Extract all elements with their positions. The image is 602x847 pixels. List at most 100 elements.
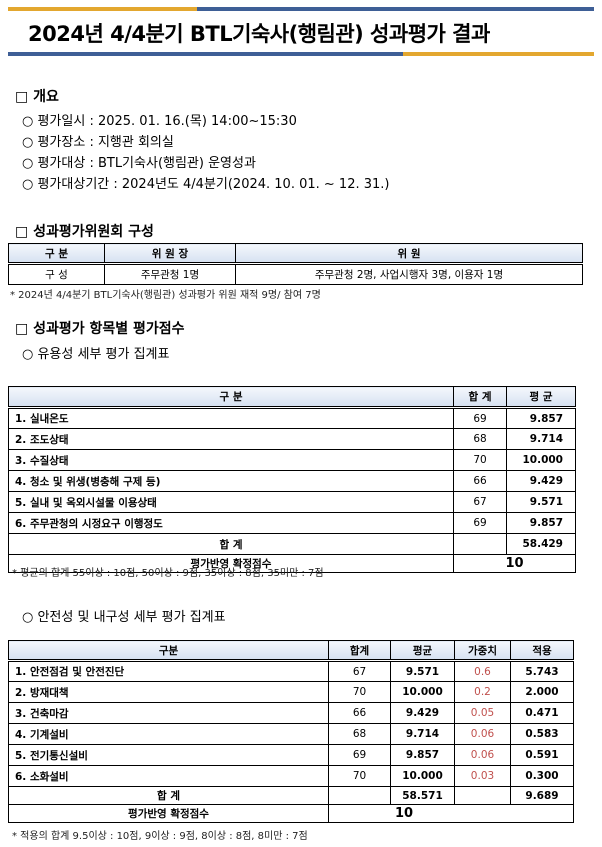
cell: 3. 수질상태 xyxy=(8,449,454,471)
col-header: 평균 xyxy=(390,640,455,662)
table-row: 1. 실내온도 69 9.857 xyxy=(8,407,576,429)
cell: 68 xyxy=(453,428,507,450)
page-title: 2024년 4/4분기 BTL기숙사(행림관) 성과평가 결과 xyxy=(28,22,490,46)
committee-note: * 2024년 4/4분기 BTL기숙사(행림관) 성과평가 위원 재적 9명/… xyxy=(10,290,321,301)
cell: 9.857 xyxy=(506,407,576,429)
cell: 2. 조도상태 xyxy=(8,428,454,450)
cell: 9.857 xyxy=(390,744,455,766)
col-header: 합계 xyxy=(328,640,391,662)
table-row: 5. 실내 및 옥외시설물 이용상태 67 9.571 xyxy=(8,491,576,513)
cell: 0.06 xyxy=(454,723,511,745)
final-score: 10 xyxy=(453,554,576,573)
cell: 0.06 xyxy=(454,744,511,766)
cell: 구 성 xyxy=(8,263,105,285)
col-header: 합 계 xyxy=(453,386,507,409)
col-header: 위 원 xyxy=(235,243,583,265)
overview-item: ○ 평가장소 : 지행관 회의실 xyxy=(22,135,174,150)
cell: 9.429 xyxy=(506,470,576,492)
top-bar-gold xyxy=(8,7,197,11)
col-header: 평 균 xyxy=(506,386,576,409)
table-row: 4. 기계설비 68 9.714 0.06 0.583 xyxy=(8,723,574,745)
col-header: 구 분 xyxy=(8,386,454,409)
cell: 1. 실내온도 xyxy=(8,407,454,429)
cell: 6. 주무관청의 시정요구 이행정도 xyxy=(8,512,454,534)
cell: 67 xyxy=(328,660,391,682)
cell: 10.000 xyxy=(390,765,455,787)
bottom-bar-gold xyxy=(403,52,594,56)
col-header: 구 분 xyxy=(8,243,105,265)
total-avg: 58.571 xyxy=(390,786,455,805)
cell: 3. 건축마감 xyxy=(8,702,329,724)
cell: 9.857 xyxy=(506,512,576,534)
scores-heading: □ 성과평가 항목별 평가점수 xyxy=(15,321,185,337)
table-row: 3. 건축마감 66 9.429 0.05 0.471 xyxy=(8,702,574,724)
final-score: 10 xyxy=(328,804,574,823)
bottom-bar-blue xyxy=(8,52,403,56)
total-avg: 58.429 xyxy=(506,533,576,555)
cell: 67 xyxy=(453,491,507,513)
cell: 66 xyxy=(328,702,391,724)
table-row: 6. 소화설비 70 10.000 0.03 0.300 xyxy=(8,765,574,787)
cell: 69 xyxy=(453,407,507,429)
cell: 69 xyxy=(328,744,391,766)
cell: 66 xyxy=(453,470,507,492)
cell: 2. 방재대책 xyxy=(8,681,329,703)
cell: 0.6 xyxy=(454,660,511,682)
cell: 0.300 xyxy=(510,765,574,787)
cell: 9.571 xyxy=(390,660,455,682)
total-label: 합 계 xyxy=(8,533,454,555)
usability-note: * 평균의 합계 55이상 : 10점, 50이상 : 9점, 35이상 : 8… xyxy=(12,568,324,579)
col-header: 가중치 xyxy=(454,640,511,662)
usability-subheading: ○ 유용성 세부 평가 집계표 xyxy=(22,347,170,362)
cell: 0.2 xyxy=(454,681,511,703)
overview-heading: □ 개요 xyxy=(15,89,59,105)
cell: 5.743 xyxy=(510,660,574,682)
overview-item: ○ 평가일시 : 2025. 01. 16.(목) 14:00~15:30 xyxy=(22,114,297,129)
cell: 주무관청 2명, 사업시행자 3명, 이용자 1명 xyxy=(235,263,583,285)
cell: 70 xyxy=(453,449,507,471)
committee-heading: □ 성과평가위원회 구성 xyxy=(15,224,154,240)
cell: 0.03 xyxy=(454,765,511,787)
table-row: 2. 방재대책 70 10.000 0.2 2.000 xyxy=(8,681,574,703)
cell: 0.583 xyxy=(510,723,574,745)
table-row: 6. 주무관청의 시정요구 이행정도 69 9.857 xyxy=(8,512,576,534)
cell: 68 xyxy=(328,723,391,745)
cell: 0.471 xyxy=(510,702,574,724)
cell: 0.591 xyxy=(510,744,574,766)
overview-item: ○ 평가대상 : BTL기숙사(행림관) 운영성과 xyxy=(22,156,256,171)
cell: 4. 청소 및 위생(병충해 구제 등) xyxy=(8,470,454,492)
table-row: 4. 청소 및 위생(병충해 구제 등) 66 9.429 xyxy=(8,470,576,492)
table-row: 5. 전기통신설비 69 9.857 0.06 0.591 xyxy=(8,744,574,766)
cell: 6. 소화설비 xyxy=(8,765,329,787)
cell: 70 xyxy=(328,681,391,703)
cell: 9.429 xyxy=(390,702,455,724)
cell: 10.000 xyxy=(390,681,455,703)
cell: 9.714 xyxy=(390,723,455,745)
cell: 5. 실내 및 옥외시설물 이용상태 xyxy=(8,491,454,513)
table-row: 1. 안전점검 및 안전진단 67 9.571 0.6 5.743 xyxy=(8,660,574,682)
cell: 69 xyxy=(453,512,507,534)
cell: 1. 안전점검 및 안전진단 xyxy=(8,660,329,682)
cell: 5. 전기통신설비 xyxy=(8,744,329,766)
safety-subheading: ○ 안전성 및 내구성 세부 평가 집계표 xyxy=(22,610,226,625)
total-applied: 9.689 xyxy=(510,786,574,805)
table-row: 3. 수질상태 70 10.000 xyxy=(8,449,576,471)
table-row: 2. 조도상태 68 9.714 xyxy=(8,428,576,450)
safety-table: 구분 합계 평균 가중치 적용 1. 안전점검 및 안전진단 67 9.571 0.6 5.74… xyxy=(8,640,574,823)
final-label: 평가반영 확정점수 xyxy=(8,804,329,823)
cell: 9.714 xyxy=(506,428,576,450)
col-header: 적용 xyxy=(510,640,574,662)
final-label: 평가반영 확정점수 xyxy=(8,554,454,573)
col-header: 위 원 장 xyxy=(104,243,236,265)
overview-item: ○ 평가대상기간 : 2024년도 4/4분기(2024. 10. 01. ~ … xyxy=(22,177,390,192)
col-header: 구분 xyxy=(8,640,329,662)
cell: 주무관청 1명 xyxy=(104,263,236,285)
cell: 0.05 xyxy=(454,702,511,724)
cell: 2.000 xyxy=(510,681,574,703)
safety-note: * 적용의 합계 9.5이상 : 10점, 9이상 : 9점, 8이상 : 8점… xyxy=(12,831,308,842)
top-bar-blue xyxy=(197,7,594,11)
cell: 10.000 xyxy=(506,449,576,471)
total-label: 합 계 xyxy=(8,786,329,805)
